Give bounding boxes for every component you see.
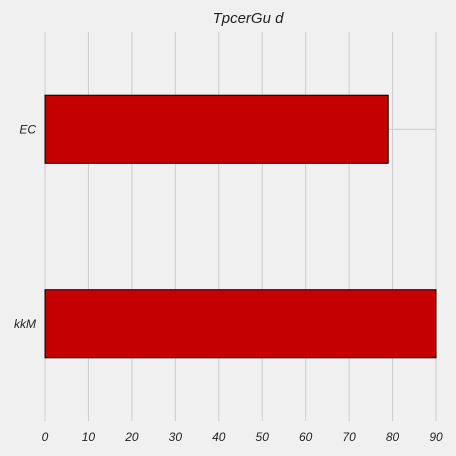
x-tick-label: 20 [124,430,139,444]
x-tick-label: 40 [212,430,226,444]
x-tick-label: 60 [299,430,313,444]
x-tick-label: 50 [256,430,270,444]
bar-ec [44,94,389,164]
chart-title: TpcerGu d [213,10,285,27]
x-tick-label: 30 [169,430,183,444]
category-label: kkM [14,317,36,331]
x-axis-ticks: 0 10 20 30 40 50 60 70 80 90 [42,430,443,444]
y-axis-labels: EC kkM [14,122,36,331]
bar-kkm [44,289,437,359]
x-tick-label: 80 [386,430,400,444]
bars [44,94,437,359]
category-label: EC [19,122,36,136]
x-tick-label: 70 [342,430,356,444]
x-tick-label: 10 [82,430,96,444]
x-tick-label: 0 [42,430,49,444]
x-tick-label: 90 [429,430,443,444]
grid [44,32,437,421]
